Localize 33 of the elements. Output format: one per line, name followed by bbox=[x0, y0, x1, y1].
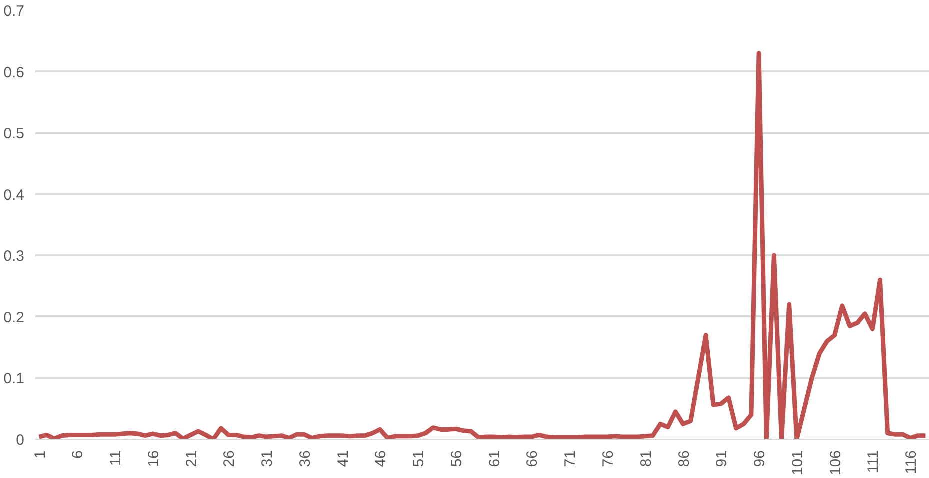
x-tick-label: 16 bbox=[145, 450, 162, 468]
x-tick-label: 116 bbox=[903, 450, 920, 474]
x-tick-label: 91 bbox=[714, 450, 731, 468]
x-tick-label: 106 bbox=[827, 450, 844, 476]
x-tick-label: 41 bbox=[334, 450, 352, 468]
x-tick-label: 61 bbox=[486, 450, 504, 468]
x-tick-label: 96 bbox=[752, 450, 769, 468]
x-tick-label: 56 bbox=[448, 450, 466, 468]
y-tick-label: 0 bbox=[16, 432, 24, 449]
x-tick-label: 31 bbox=[259, 450, 276, 468]
x-tick-label: 101 bbox=[789, 450, 806, 476]
y-tick-label: 0.6 bbox=[4, 64, 25, 82]
x-tick-label: 86 bbox=[676, 450, 693, 468]
x-tick-label: 6 bbox=[70, 450, 87, 459]
line-series bbox=[37, 51, 928, 440]
x-tick-label: 71 bbox=[562, 450, 580, 468]
x-tick-label: 1 bbox=[32, 450, 49, 459]
y-tick-label: 0.2 bbox=[4, 309, 25, 326]
x-tick-label: 111 bbox=[865, 450, 882, 474]
y-tick-label: 0.1 bbox=[4, 370, 25, 388]
x-tick-label: 11 bbox=[108, 450, 125, 466]
y-tick-label: 0.3 bbox=[4, 248, 25, 266]
y-tick-label: 0.5 bbox=[4, 126, 25, 143]
x-tick-label: 76 bbox=[600, 450, 618, 468]
x-tick-label: 66 bbox=[524, 450, 542, 468]
x-tick-label: 46 bbox=[372, 450, 390, 468]
x-tick-label: 36 bbox=[296, 450, 314, 468]
x-tick-label: 51 bbox=[410, 450, 428, 468]
y-tick-label: 0.7 bbox=[4, 3, 25, 20]
x-tick-label: 81 bbox=[638, 450, 655, 468]
x-tick-label: 26 bbox=[221, 450, 238, 468]
x-tick-label: 21 bbox=[183, 450, 200, 468]
y-tick-label: 0.4 bbox=[4, 186, 25, 204]
